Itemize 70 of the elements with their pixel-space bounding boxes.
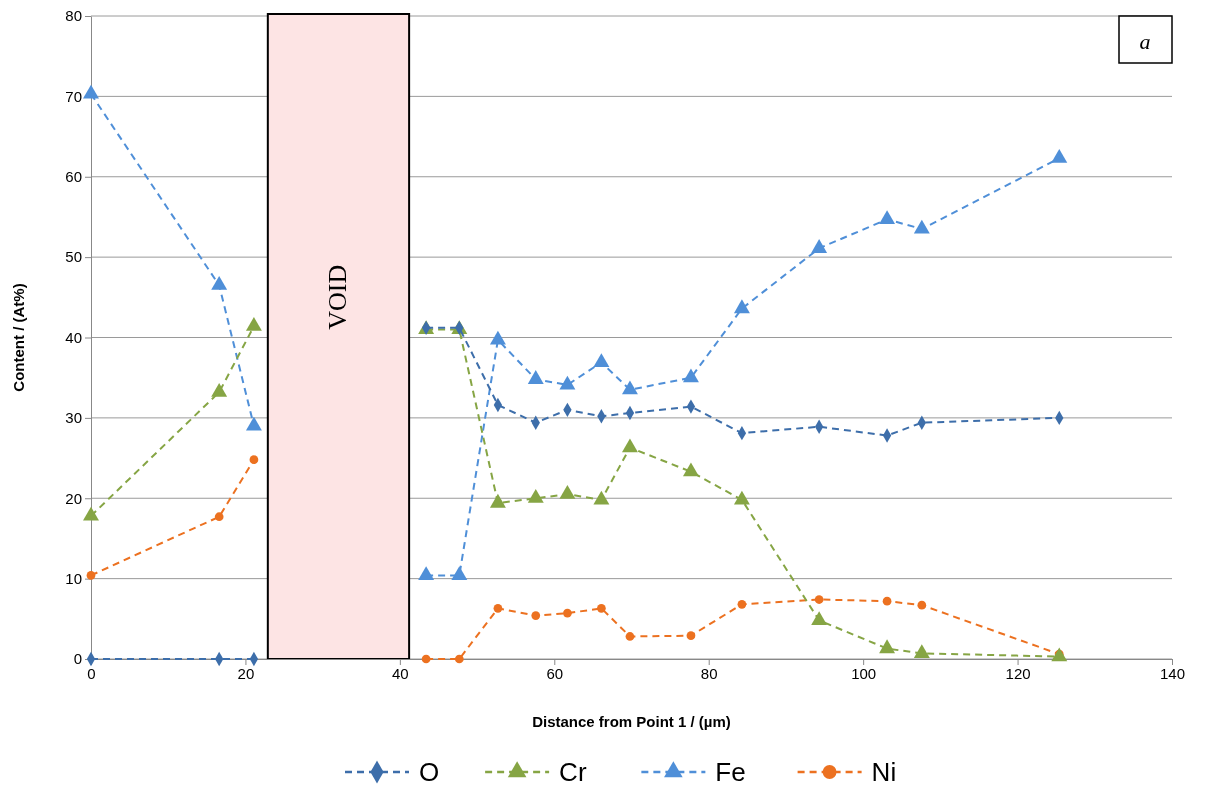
- point: [1051, 647, 1068, 662]
- point: [531, 611, 541, 620]
- point: [593, 353, 610, 368]
- point: [211, 382, 228, 397]
- point: [621, 380, 638, 395]
- y-tick-label: 20: [65, 489, 82, 507]
- point: [418, 566, 435, 581]
- point: [249, 455, 259, 465]
- point: [682, 462, 699, 477]
- band-label: VOID: [323, 264, 353, 330]
- point: [913, 219, 930, 234]
- point: [489, 330, 506, 345]
- point: [451, 566, 468, 581]
- x-tick-label: 0: [87, 664, 96, 682]
- point: [625, 632, 635, 641]
- point: [245, 317, 262, 331]
- x-tick-label: 120: [1005, 664, 1031, 682]
- point: [879, 210, 896, 224]
- point: [214, 512, 224, 522]
- point: [1051, 149, 1068, 163]
- point: [489, 493, 506, 508]
- x-tick-label: 100: [851, 664, 877, 682]
- point: [811, 611, 828, 626]
- point: [493, 604, 503, 613]
- y-tick-label: 30: [65, 409, 82, 427]
- point: [83, 506, 99, 521]
- x-tick-label: 140: [1159, 664, 1186, 682]
- point: [559, 375, 576, 390]
- legend-label: Fe: [715, 757, 746, 787]
- x-tick-label: 80: [700, 664, 718, 682]
- legend-label: Ni: [871, 757, 897, 787]
- point: [559, 485, 576, 499]
- y-tick-label: 70: [65, 87, 82, 105]
- y-tick-label: 0: [73, 650, 82, 668]
- point: [814, 595, 824, 604]
- y-tick-label: 40: [65, 328, 82, 346]
- point: [917, 600, 927, 610]
- point: [454, 654, 464, 664]
- y-tick-label: 10: [65, 569, 82, 587]
- point: [682, 368, 699, 383]
- point: [882, 596, 892, 606]
- legend-label: O: [419, 757, 440, 787]
- y-tick-label: 80: [65, 7, 82, 25]
- y-axis-title: Content / (At%): [10, 283, 27, 392]
- point: [811, 239, 828, 253]
- point: [733, 490, 750, 505]
- x-tick-label: 40: [392, 664, 409, 682]
- legend-label: Cr: [559, 757, 587, 787]
- point: [593, 490, 610, 505]
- point: [527, 489, 544, 503]
- point: [597, 604, 606, 613]
- x-tick-label: 60: [546, 664, 564, 682]
- point: [421, 654, 431, 664]
- point: [879, 639, 896, 654]
- y-tick-label: 50: [65, 248, 82, 266]
- point: [913, 644, 930, 658]
- point: [83, 84, 99, 99]
- point: [211, 276, 228, 290]
- point: [527, 370, 544, 384]
- point: [686, 631, 696, 641]
- x-axis-title: Distance from Point 1 / (µm): [532, 713, 731, 730]
- point: [733, 299, 750, 314]
- point: [621, 438, 638, 453]
- x-tick-label: 20: [237, 664, 255, 682]
- point: [245, 416, 262, 431]
- point: [86, 571, 96, 580]
- point: [563, 608, 572, 618]
- point: [737, 599, 747, 609]
- annotation: a: [1139, 29, 1151, 54]
- y-tick-label: 60: [65, 168, 82, 186]
